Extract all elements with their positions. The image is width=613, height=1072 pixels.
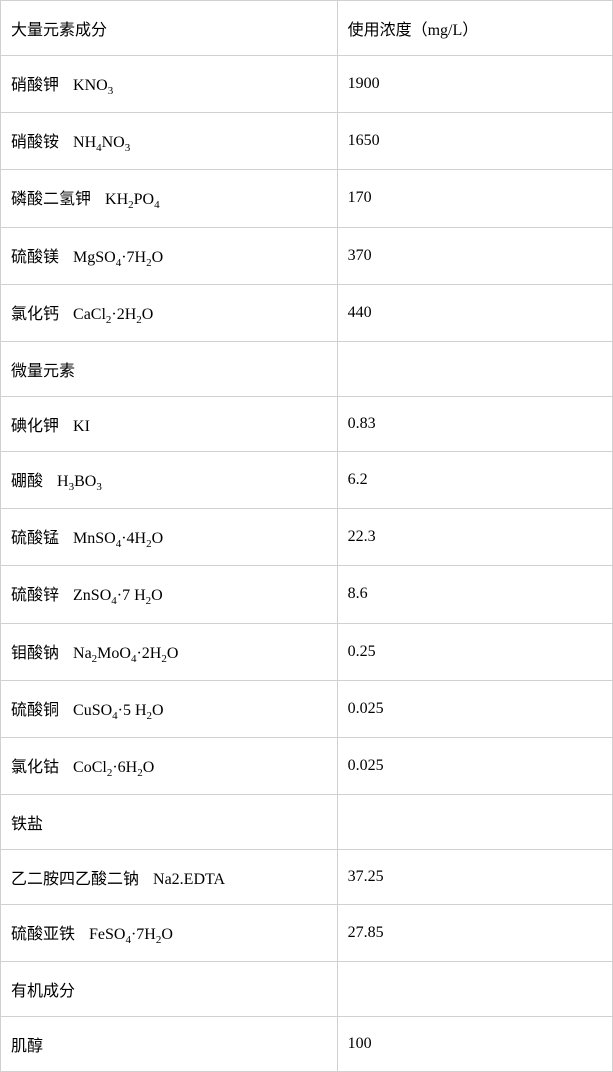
cell-component: 钼酸钠 Na2MoO4·2H2O (1, 623, 338, 680)
cell-component: 硫酸铜 CuSO4·5 H2O (1, 680, 338, 737)
table-row: 有机成分 (1, 962, 613, 1017)
component-formula: H3BO3 (57, 473, 102, 490)
component-name-cn: 氯化钴 (11, 759, 59, 776)
component-name-cn: 氯化钙 (11, 306, 59, 323)
table-row: 硫酸锰 MnSO4·4H2O 22.3 (1, 509, 613, 566)
component-name-cn: 钼酸钠 (11, 645, 59, 662)
table-row: 乙二胺四乙酸二钠 Na2.EDTA 37.25 (1, 850, 613, 905)
cell-concentration: 370 (337, 227, 612, 284)
component-formula: KI (73, 418, 90, 435)
table-row: 硝酸钾 KNO3 1900 (1, 56, 613, 113)
cell-concentration (337, 795, 612, 850)
cell-concentration (337, 341, 612, 396)
cell-component: 氯化钙 CaCl2·2H2O (1, 284, 338, 341)
component-name-cn: 硫酸锰 (11, 530, 59, 547)
table-row: 硝酸铵 NH4NO3 1650 (1, 113, 613, 170)
cell-concentration: 37.25 (337, 850, 612, 905)
cell-component: 硝酸铵 NH4NO3 (1, 113, 338, 170)
table-row: 硼酸 H3BO3 6.2 (1, 451, 613, 508)
table-row: 微量元素 (1, 341, 613, 396)
component-name-cn: 硫酸锌 (11, 587, 59, 604)
cell-component: 肌醇 (1, 1017, 338, 1072)
header-concentration: 使用浓度（mg/L） (337, 1, 612, 56)
cell-concentration (337, 962, 612, 1017)
cell-concentration: 440 (337, 284, 612, 341)
table-body: 大量元素成分 使用浓度（mg/L） 硝酸钾 KNO3 1900 硝酸铵 NH4NO3 16… (1, 1, 613, 1072)
composition-table: 大量元素成分 使用浓度（mg/L） 硝酸钾 KNO3 1900 硝酸铵 NH4NO3 16… (0, 0, 613, 1072)
cell-component: 硫酸镁 MgSO4·7H2O (1, 227, 338, 284)
cell-component: 硫酸锌 ZnSO4·7 H2O (1, 566, 338, 623)
component-formula: CaCl2·2H2O (73, 306, 153, 323)
cell-concentration: 170 (337, 170, 612, 227)
table-row: 硫酸铜 CuSO4·5 H2O 0.025 (1, 680, 613, 737)
component-name-cn: 硝酸钾 (11, 77, 59, 94)
cell-component: 硫酸亚铁 FeSO4·7H2O (1, 905, 338, 962)
component-name-cn: 硝酸铵 (11, 134, 59, 151)
table-row: 肌醇 100 (1, 1017, 613, 1072)
component-formula: MnSO4·4H2O (73, 530, 163, 547)
header-component: 大量元素成分 (1, 1, 338, 56)
table-row: 硫酸锌 ZnSO4·7 H2O 8.6 (1, 566, 613, 623)
table-row: 磷酸二氢钾 KH2PO4 170 (1, 170, 613, 227)
component-formula: Na2MoO4·2H2O (73, 645, 178, 662)
cell-concentration: 6.2 (337, 451, 612, 508)
table-row: 钼酸钠 Na2MoO4·2H2O 0.25 (1, 623, 613, 680)
table-row: 碘化钾 KI 0.83 (1, 396, 613, 451)
component-formula: KNO3 (73, 77, 113, 94)
table-row: 氯化钴 CoCl2·6H2O 0.025 (1, 737, 613, 794)
component-name-cn: 硫酸铜 (11, 702, 59, 719)
cell-component: 碘化钾 KI (1, 396, 338, 451)
cell-component: 微量元素 (1, 341, 338, 396)
component-formula: FeSO4·7H2O (89, 926, 173, 943)
cell-component: 硫酸锰 MnSO4·4H2O (1, 509, 338, 566)
cell-component: 有机成分 (1, 962, 338, 1017)
component-name-cn: 乙二胺四乙酸二钠 (11, 871, 139, 888)
component-name-cn: 碘化钾 (11, 418, 59, 435)
cell-component: 硼酸 H3BO3 (1, 451, 338, 508)
cell-concentration: 1650 (337, 113, 612, 170)
cell-component: 氯化钴 CoCl2·6H2O (1, 737, 338, 794)
component-formula: CoCl2·6H2O (73, 759, 154, 776)
cell-concentration: 0.025 (337, 737, 612, 794)
cell-concentration: 0.25 (337, 623, 612, 680)
cell-component: 铁盐 (1, 795, 338, 850)
component-formula: KH2PO4 (105, 191, 160, 208)
cell-concentration: 8.6 (337, 566, 612, 623)
component-formula: Na2.EDTA (153, 871, 225, 888)
table-row: 硫酸亚铁 FeSO4·7H2O 27.85 (1, 905, 613, 962)
component-formula: NH4NO3 (73, 134, 130, 151)
cell-concentration: 22.3 (337, 509, 612, 566)
cell-concentration: 1900 (337, 56, 612, 113)
cell-concentration: 0.025 (337, 680, 612, 737)
cell-component: 磷酸二氢钾 KH2PO4 (1, 170, 338, 227)
cell-component: 硝酸钾 KNO3 (1, 56, 338, 113)
cell-concentration: 100 (337, 1017, 612, 1072)
table-header-row: 大量元素成分 使用浓度（mg/L） (1, 1, 613, 56)
table-row: 硫酸镁 MgSO4·7H2O 370 (1, 227, 613, 284)
component-name-cn: 硼酸 (11, 473, 43, 490)
table-row: 氯化钙 CaCl2·2H2O 440 (1, 284, 613, 341)
cell-component: 乙二胺四乙酸二钠 Na2.EDTA (1, 850, 338, 905)
cell-concentration: 27.85 (337, 905, 612, 962)
component-formula: ZnSO4·7 H2O (73, 587, 163, 604)
table-row: 铁盐 (1, 795, 613, 850)
component-name-cn: 肌醇 (11, 1038, 43, 1055)
component-formula: CuSO4·5 H2O (73, 702, 164, 719)
cell-concentration: 0.83 (337, 396, 612, 451)
component-name-cn: 硫酸镁 (11, 249, 59, 266)
component-name-cn: 磷酸二氢钾 (11, 191, 91, 208)
component-formula: MgSO4·7H2O (73, 249, 163, 266)
component-name-cn: 硫酸亚铁 (11, 926, 75, 943)
